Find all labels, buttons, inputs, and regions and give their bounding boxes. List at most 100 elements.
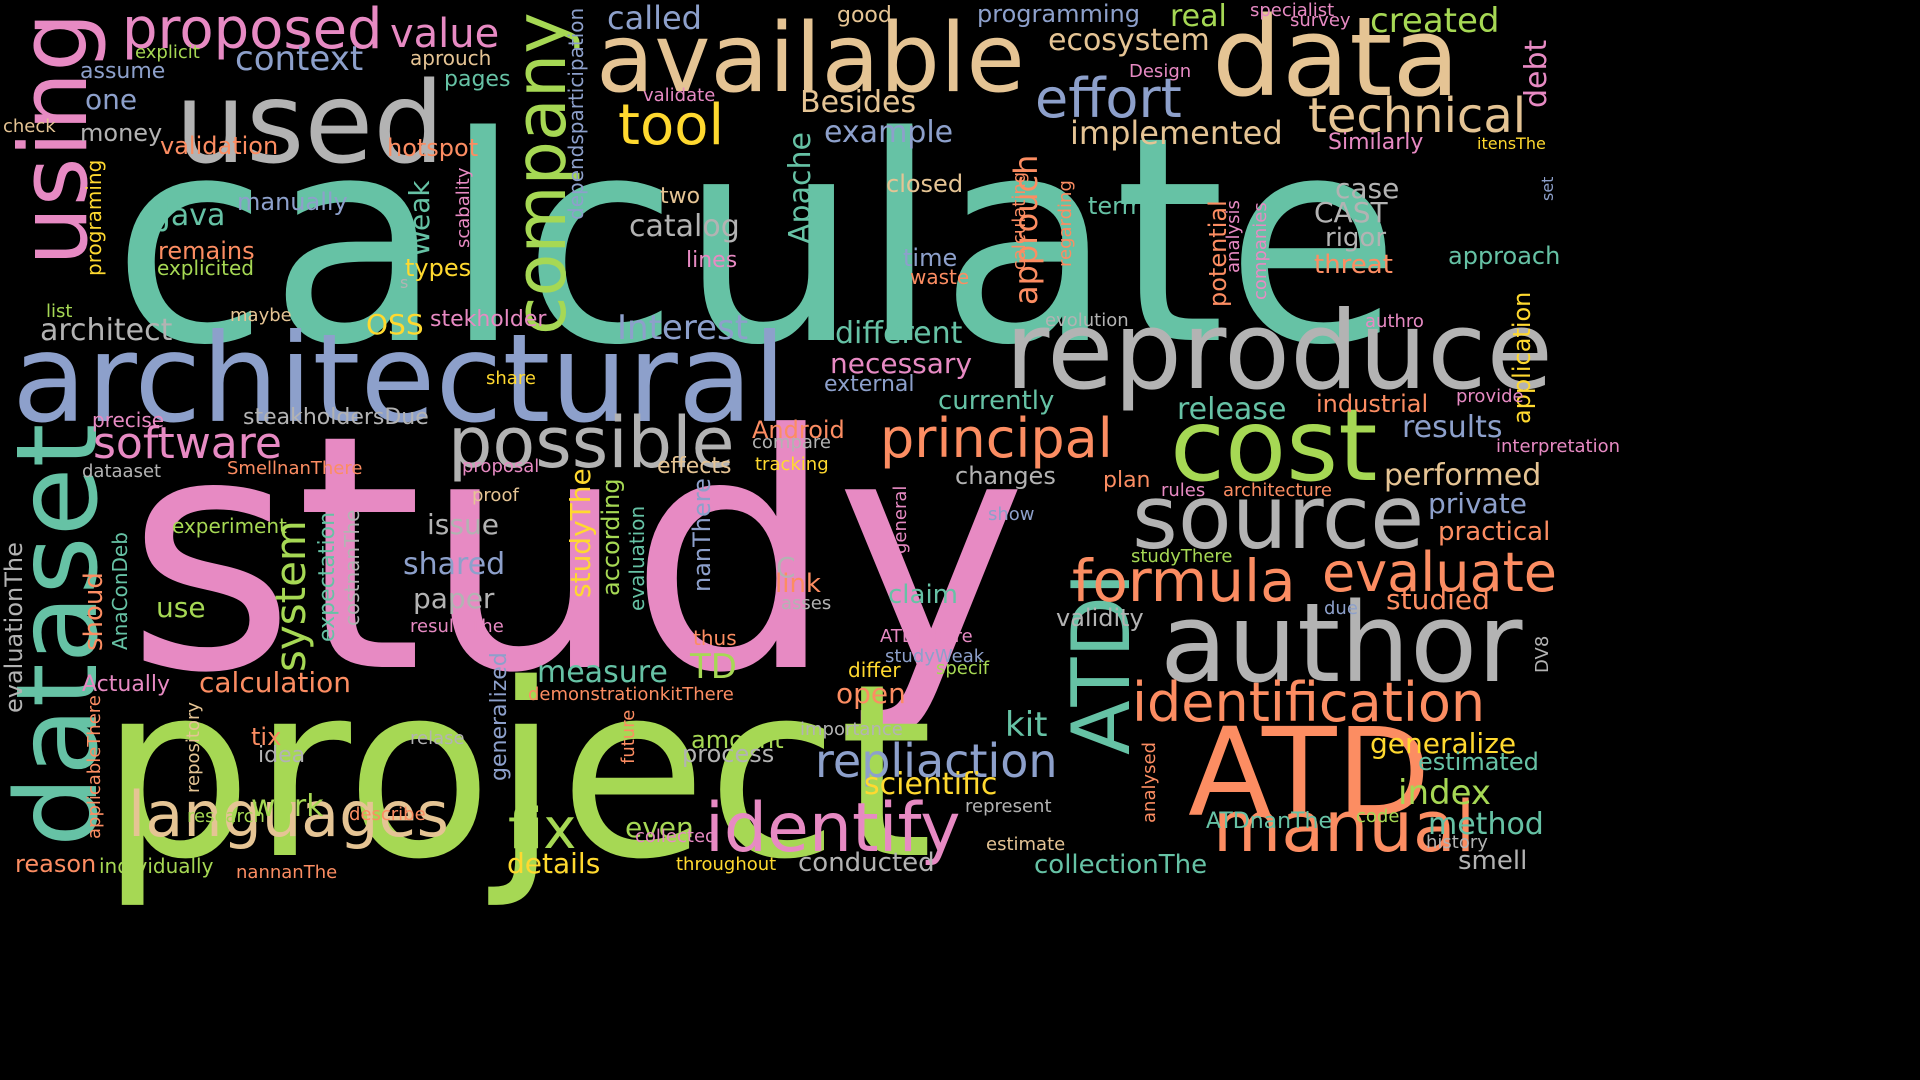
- cloud-word: called: [607, 0, 702, 37]
- cloud-word: demonstrationkitThere: [528, 684, 734, 705]
- cloud-word: method: [1428, 807, 1544, 842]
- cloud-word: Java: [162, 198, 226, 233]
- cloud-word: fix: [508, 797, 577, 862]
- cloud-word: external: [824, 372, 915, 397]
- cloud-word: architectural: [12, 308, 787, 450]
- cloud-word: changes: [955, 462, 1056, 490]
- cloud-word: compare: [752, 432, 831, 453]
- cloud-word: individually: [99, 854, 214, 878]
- cloud-word: survey: [1290, 10, 1351, 31]
- cloud-word: show: [988, 504, 1035, 525]
- cloud-word: resultsThe: [410, 616, 504, 637]
- cloud-word: dataaset: [82, 461, 162, 482]
- cloud-word: general: [890, 485, 911, 554]
- cloud-word: approach: [1448, 242, 1561, 270]
- cloud-word: use: [156, 591, 206, 624]
- cloud-word: studyThere: [1131, 546, 1233, 567]
- cloud-word: identify: [705, 789, 961, 868]
- cloud-word: used: [175, 59, 445, 189]
- cloud-word: expectation: [315, 511, 340, 642]
- cloud-word: represent: [965, 796, 1052, 817]
- cloud-word: Similarly: [1328, 130, 1424, 155]
- cloud-word: share: [486, 368, 536, 389]
- cloud-word: set: [1538, 176, 1557, 201]
- cloud-word: validate: [643, 85, 716, 106]
- cloud-word: code: [1356, 806, 1400, 827]
- cloud-word: nanThere: [688, 478, 716, 592]
- cloud-word: claim: [888, 580, 959, 610]
- cloud-word: list: [46, 301, 73, 322]
- cloud-word: work: [251, 789, 324, 824]
- cloud-word: link: [775, 569, 821, 599]
- cloud-word: measure: [537, 655, 668, 690]
- cloud-word: TD: [690, 647, 737, 687]
- cloud-word: estimated: [1418, 748, 1539, 776]
- cloud-word: conducted: [798, 848, 935, 878]
- cloud-word: closed: [886, 170, 964, 198]
- cloud-word: even: [625, 811, 694, 844]
- cloud-word: open: [836, 677, 906, 710]
- cloud-word: estimate: [986, 834, 1066, 855]
- cloud-word: case: [1335, 172, 1400, 205]
- cloud-word: release: [1177, 392, 1287, 427]
- cloud-word: experiment: [172, 514, 287, 538]
- cloud-word: money: [80, 119, 163, 147]
- cloud-word: data: [1212, 0, 1460, 121]
- cloud-word: manually: [237, 188, 348, 216]
- cloud-word: necessary: [830, 347, 973, 380]
- cloud-word: specialist: [1250, 0, 1335, 21]
- cloud-word: thus: [693, 626, 737, 650]
- cloud-word: repository: [183, 701, 204, 793]
- cloud-word: hotspot: [387, 134, 479, 162]
- cloud-word: architect: [40, 313, 173, 348]
- cloud-word: explicit: [135, 42, 200, 63]
- cloud-word: implemented: [1070, 114, 1283, 152]
- cloud-word: DV8: [1532, 635, 1553, 673]
- cloud-word: lines: [686, 248, 738, 273]
- cloud-word: author: [1160, 579, 1523, 707]
- cloud-word: catalog: [629, 209, 740, 244]
- cloud-word: study: [126, 365, 1028, 744]
- cloud-word: real: [1170, 0, 1227, 34]
- cloud-word: studyThe: [564, 468, 597, 598]
- cloud-word: performed: [1384, 458, 1542, 493]
- cloud-word: tracking: [755, 454, 829, 475]
- cloud-word: dependsparticipation: [564, 7, 588, 220]
- cloud-word: calculate: [112, 76, 1401, 408]
- cloud-word: validation: [160, 132, 279, 160]
- cloud-word: nannanThe: [236, 862, 338, 883]
- cloud-word: paper: [413, 582, 495, 615]
- cloud-word: rules: [1161, 480, 1206, 501]
- cloud-word: rigor: [1325, 223, 1387, 253]
- cloud-word: smell: [1458, 846, 1528, 876]
- cloud-word: effects: [657, 454, 732, 479]
- cloud-word: Weak: [403, 180, 436, 257]
- cloud-word: scientific: [864, 767, 998, 802]
- cloud-word: programing: [82, 159, 106, 276]
- cloud-word: ATDnanThe: [1206, 809, 1333, 834]
- cloud-word: history: [1426, 832, 1488, 853]
- cloud-word: technical: [1308, 88, 1527, 144]
- cloud-word: proposal: [462, 456, 540, 477]
- cloud-word: describe: [349, 804, 426, 825]
- cloud-word: generalize: [1370, 727, 1517, 760]
- cloud-word: provide: [1456, 386, 1524, 407]
- cloud-word: industrial: [1316, 390, 1429, 418]
- cloud-word: proposed: [122, 0, 383, 62]
- cloud-word: practical: [1438, 517, 1551, 547]
- cloud-word: debt: [1519, 39, 1554, 108]
- cloud-word: interpretation: [1496, 436, 1621, 457]
- cloud-word: context: [235, 39, 364, 79]
- cloud-word: issue: [427, 508, 499, 541]
- cloud-word: specif: [936, 658, 990, 679]
- cloud-word: effort: [1035, 67, 1182, 130]
- cloud-word: different: [835, 316, 963, 351]
- cloud-word: architecture: [1223, 480, 1332, 501]
- cloud-word: good: [837, 3, 892, 28]
- cloud-word: OSS: [366, 308, 424, 341]
- cloud-word: Actually: [82, 672, 171, 697]
- cloud-word: waste: [910, 265, 970, 289]
- cloud-word: evolution: [1045, 310, 1129, 331]
- cloud-word: studyWeak: [885, 646, 985, 667]
